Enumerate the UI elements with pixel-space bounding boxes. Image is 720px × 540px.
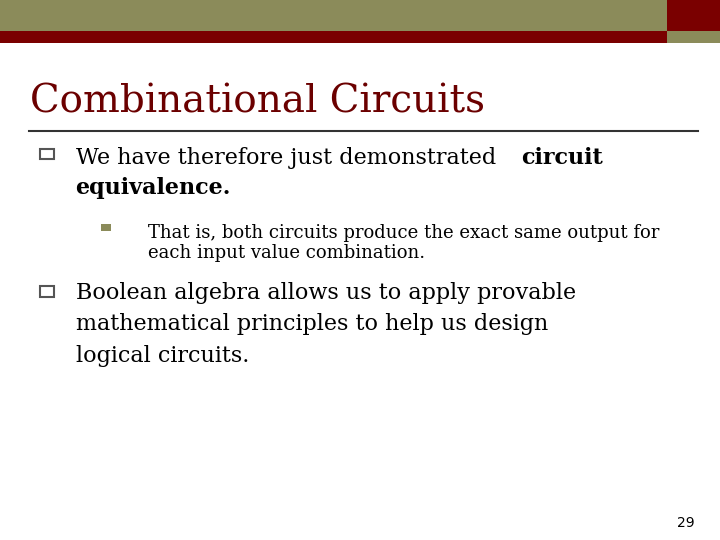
Text: equivalence.: equivalence. — [76, 177, 231, 199]
Text: Boolean algebra allows us to apply provable: Boolean algebra allows us to apply prova… — [76, 282, 576, 304]
Bar — [0, 31, 720, 43]
Text: Combinational Circuits: Combinational Circuits — [30, 84, 485, 121]
Text: each input value combination.: each input value combination. — [148, 244, 425, 262]
Bar — [667, 0, 720, 31]
Text: mathematical principles to help us design: mathematical principles to help us desig… — [76, 313, 548, 335]
Text: logical circuits.: logical circuits. — [76, 345, 249, 367]
Text: 29: 29 — [678, 516, 695, 530]
Bar — [667, 31, 720, 43]
Text: We have therefore just demonstrated: We have therefore just demonstrated — [76, 147, 503, 169]
Text: circuit: circuit — [521, 147, 603, 169]
Bar — [40, 286, 54, 297]
Text: That is, both circuits produce the exact same output for: That is, both circuits produce the exact… — [148, 224, 659, 241]
Bar — [101, 224, 111, 231]
Bar — [40, 148, 54, 159]
Bar — [0, 0, 667, 31]
